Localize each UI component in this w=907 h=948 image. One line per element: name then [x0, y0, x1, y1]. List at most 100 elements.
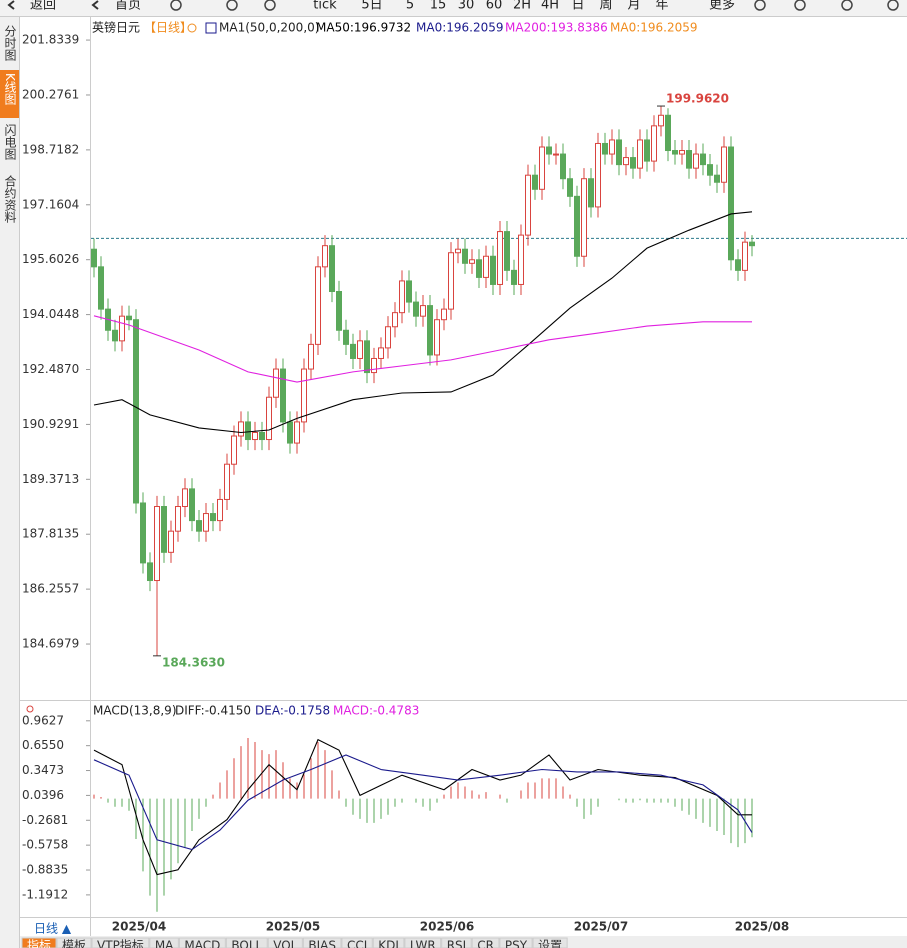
period-selector[interactable]: 日线 ▲ — [34, 922, 72, 936]
x-tick-label: 2025/05 — [266, 920, 320, 934]
bottom-tab-bg[interactable] — [225, 937, 268, 948]
candle-body — [231, 435, 237, 465]
bottom-tab[interactable]: KDJ — [378, 939, 399, 948]
toolbar-button[interactable]: 日 — [571, 0, 584, 13]
sidebar-tab-bg[interactable] — [0, 121, 19, 168]
toolbar-icon[interactable] — [264, 0, 276, 11]
toolbar-button[interactable]: 2H — [513, 0, 531, 13]
macd-label: MACD:-0.4783 — [333, 704, 419, 718]
sidebar-tab[interactable]: 合约资料 — [3, 174, 17, 223]
bottom-tab[interactable]: LWR — [410, 939, 436, 948]
candle-body — [553, 153, 559, 156]
toolbar-button[interactable]: tick — [313, 0, 337, 13]
candle-body — [609, 139, 615, 155]
candle-body — [707, 164, 713, 176]
y-tick-label: 184.6979 — [22, 637, 79, 651]
candle-body — [315, 266, 321, 345]
bottom-tab-bg[interactable] — [149, 937, 179, 948]
bottom-tab-bg[interactable] — [91, 937, 150, 948]
bottom-tab[interactable]: CCI — [347, 939, 367, 948]
ma-line — [93, 315, 752, 383]
sidebar-tab[interactable]: 分时图 — [3, 25, 17, 61]
sidebar-tab[interactable]: 闪电图 — [3, 124, 17, 160]
candle-body — [245, 421, 251, 441]
toolbar-button[interactable]: 5 — [406, 0, 414, 13]
toolbar-button[interactable]: 30 — [458, 0, 475, 13]
ma-label: MA0:196.2059 — [610, 21, 698, 35]
toolbar-button[interactable]: 首页 — [115, 0, 141, 13]
toolbar-icon[interactable] — [7, 0, 15, 10]
candle-body — [735, 259, 741, 271]
bottom-tab-bg[interactable] — [56, 937, 92, 948]
bottom-tab-bg[interactable] — [404, 937, 442, 948]
bottom-tab-bg[interactable] — [267, 937, 303, 948]
bottom-tab-bg[interactable] — [441, 937, 472, 948]
toolbar-icon[interactable] — [91, 0, 99, 10]
candle-body — [630, 157, 636, 169]
toolbar-button[interactable]: 15 — [430, 0, 447, 13]
bottom-tab[interactable]: 设置 — [538, 939, 562, 948]
candle-body — [91, 248, 97, 268]
bottom-tab-bg[interactable] — [532, 937, 568, 948]
candle-body — [504, 231, 510, 271]
bottom-tab[interactable]: MACD — [184, 939, 220, 948]
sidebar-tab-bg[interactable] — [0, 22, 19, 68]
toolbar-icon[interactable] — [754, 0, 766, 11]
bottom-tab-bg[interactable] — [341, 937, 373, 948]
bottom-tab[interactable]: VOL — [273, 939, 297, 948]
ma-line — [93, 211, 753, 434]
bottom-tab-bg[interactable] — [471, 937, 500, 948]
y-tick-label: 0.9627 — [22, 713, 64, 727]
bottom-tab[interactable]: VTP指标 — [97, 938, 144, 948]
bottom-tab-bg[interactable] — [21, 937, 57, 948]
candle-body — [448, 252, 454, 310]
candle-body — [567, 178, 573, 197]
candle-body — [420, 305, 426, 317]
toolbar-button[interactable]: 年 — [655, 0, 668, 13]
y-tick-label: 0.0396 — [22, 788, 64, 802]
candle-body — [147, 562, 153, 582]
bottom-tab[interactable]: 指标 — [27, 938, 51, 948]
sidebar-tab[interactable]: K线图 — [3, 73, 17, 105]
candle-body — [336, 291, 342, 331]
bottom-tab-bg[interactable] — [499, 937, 533, 948]
candle-body — [441, 308, 447, 321]
toolbar-button[interactable]: 60 — [486, 0, 503, 13]
bottom-tab[interactable]: BOLL — [231, 939, 262, 948]
candle-body — [714, 174, 720, 183]
ma-checkbox[interactable] — [205, 22, 217, 34]
bottom-tab[interactable]: 模板 — [62, 939, 86, 948]
bottom-tab[interactable]: PSY — [505, 939, 528, 948]
bottom-tab[interactable]: MA — [155, 939, 174, 948]
toolbar-button[interactable]: 月 — [627, 0, 640, 13]
macd-settings-icon[interactable] — [26, 705, 34, 713]
toolbar-button[interactable]: 返回 — [30, 0, 56, 13]
y-tick-label: 186.2557 — [22, 582, 79, 596]
period-icon[interactable] — [187, 23, 197, 33]
toolbar-button[interactable]: 4H — [541, 0, 559, 13]
sidebar-tab-bg[interactable] — [0, 172, 19, 232]
toolbar-button[interactable]: 5日 — [361, 0, 382, 13]
sidebar-bg — [0, 17, 19, 948]
bottom-tab-bg[interactable] — [178, 937, 226, 948]
y-tick-label: 197.1604 — [22, 197, 79, 211]
bottom-tab[interactable]: CR — [477, 939, 494, 948]
bottom-tab-bg[interactable] — [372, 937, 405, 948]
bottom-tab-bg[interactable] — [302, 937, 342, 948]
toolbar-icon[interactable] — [841, 0, 853, 11]
candle-body — [483, 255, 489, 278]
y-tick-label: 187.8135 — [22, 527, 79, 541]
period-label: 【日线】 — [144, 21, 192, 35]
bottom-tab[interactable]: RSI — [447, 939, 467, 948]
sidebar-tab-bg[interactable] — [0, 70, 19, 118]
bottom-tab[interactable]: BIAS — [308, 939, 336, 948]
toolbar-button[interactable]: 周 — [599, 0, 612, 13]
candle-body — [238, 421, 244, 437]
toolbar-icon[interactable] — [794, 0, 806, 11]
toolbar-icon[interactable] — [226, 0, 238, 11]
toolbar-icon[interactable] — [887, 0, 899, 11]
candle-body — [602, 142, 608, 155]
toolbar-button[interactable]: 更多 — [709, 0, 735, 13]
candle-body — [511, 269, 517, 285]
toolbar-icon[interactable] — [170, 0, 182, 11]
